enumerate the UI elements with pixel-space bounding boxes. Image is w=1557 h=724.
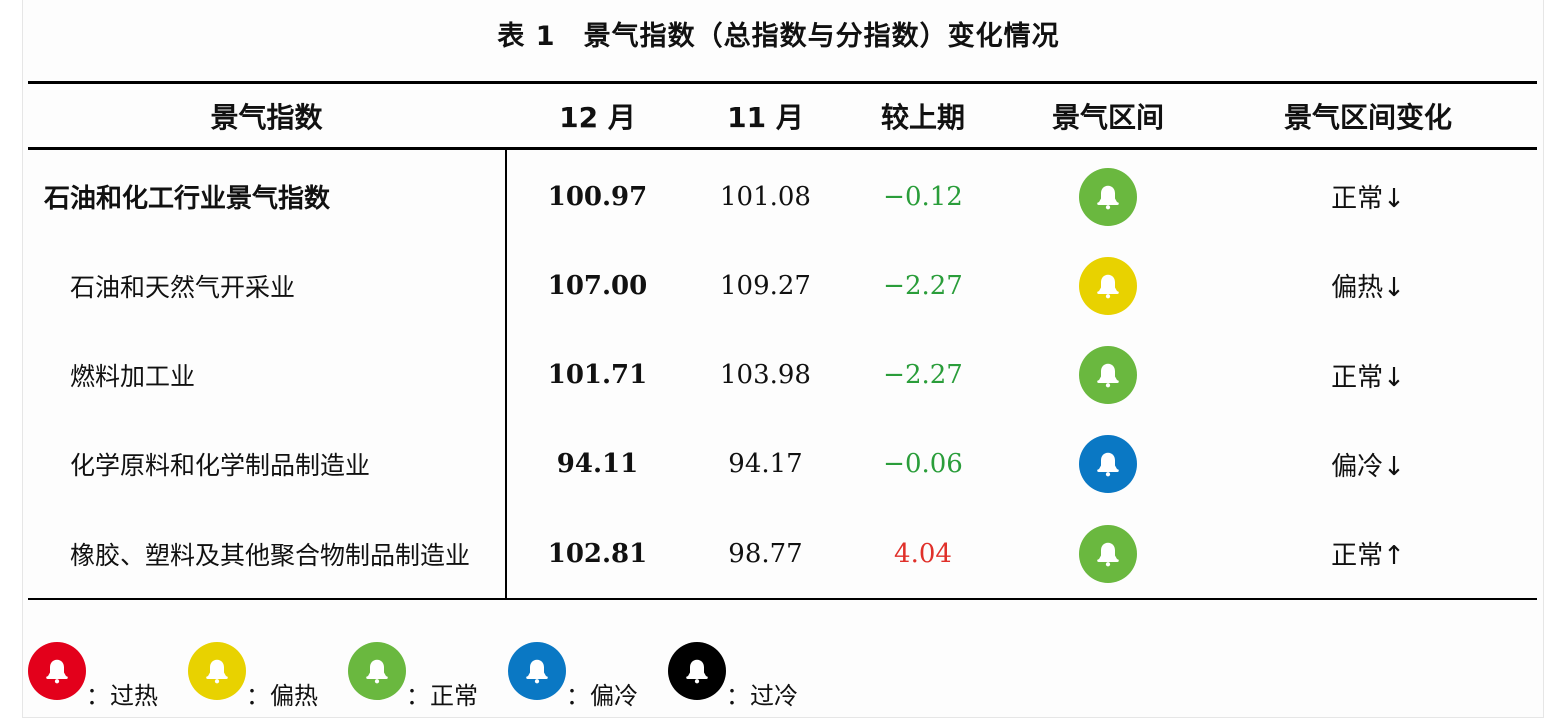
row-dec-value: 94.11 bbox=[556, 449, 639, 480]
row-name: 石油和化工行业景气指数 bbox=[44, 184, 331, 214]
row-dec-value: 102.81 bbox=[547, 538, 648, 569]
table-row: 石油和天然气开采业 107.00 109.27 −2.27 偏热↓ bbox=[28, 241, 1537, 330]
row-change-value: −0.06 bbox=[883, 449, 963, 480]
header-change: 较上期 bbox=[880, 100, 965, 134]
header-dec: 12 月 bbox=[559, 100, 636, 134]
row-range-bell bbox=[1058, 420, 1158, 509]
bell-icon bbox=[1079, 524, 1137, 583]
row-nov-value: 98.77 bbox=[728, 538, 803, 569]
row-range-change: 正常↓ bbox=[1331, 184, 1405, 214]
row-range-bell bbox=[1058, 152, 1158, 241]
row-range-bell bbox=[1058, 241, 1158, 330]
row-range-bell bbox=[1058, 509, 1158, 598]
row-range-bell bbox=[1058, 331, 1158, 420]
row-range-change: 正常↓ bbox=[1331, 362, 1405, 393]
row-name: 化学原料和化学制品制造业 bbox=[70, 451, 371, 481]
legend: ：过热 ：偏热 ：正常 ：偏冷 ：过冷 bbox=[28, 640, 928, 710]
table-header-rule bbox=[28, 147, 1537, 150]
bell-icon bbox=[508, 642, 566, 700]
bell-icon bbox=[1079, 167, 1137, 226]
caption-title: 景气指数（总指数与分指数）变化情况 bbox=[583, 21, 1060, 52]
table-top-rule bbox=[28, 81, 1537, 84]
row-change-value: 4.04 bbox=[894, 538, 952, 569]
row-name: 橡胶、塑料及其他聚合物制品制造业 bbox=[70, 540, 471, 570]
table-row: 橡胶、塑料及其他聚合物制品制造业 102.81 98.77 4.04 正常↑ bbox=[28, 509, 1537, 598]
bell-icon bbox=[1079, 346, 1137, 405]
bell-icon bbox=[1079, 435, 1137, 494]
row-nov-value: 94.17 bbox=[728, 449, 803, 480]
legend-label: ：偏冷 bbox=[566, 682, 638, 710]
bell-icon bbox=[1079, 256, 1137, 315]
row-name: 石油和天然气开采业 bbox=[70, 272, 296, 302]
row-range-change: 偏冷↓ bbox=[1331, 451, 1405, 482]
row-range-change: 偏热↓ bbox=[1331, 273, 1405, 304]
bell-icon bbox=[188, 642, 246, 700]
legend-label: ：过热 bbox=[86, 682, 158, 710]
legend-label: ：正常 bbox=[406, 682, 478, 710]
row-dec-value: 100.97 bbox=[547, 181, 648, 212]
bell-icon bbox=[668, 642, 726, 700]
legend-label: ：偏热 bbox=[246, 682, 318, 710]
legend-label: ：过冷 bbox=[726, 682, 798, 710]
row-nov-value: 103.98 bbox=[720, 360, 811, 391]
header-range-change: 景气区间变化 bbox=[1283, 100, 1452, 134]
table-row: 化学原料和化学制品制造业 94.11 94.17 −0.06 偏冷↓ bbox=[28, 420, 1537, 509]
table-caption: 表 1 景气指数（总指数与分指数）变化情况 bbox=[0, 14, 1557, 53]
bell-icon bbox=[28, 642, 86, 700]
row-name: 燃料加工业 bbox=[70, 362, 196, 392]
row-nov-value: 101.08 bbox=[720, 181, 811, 212]
row-change-value: −2.27 bbox=[883, 270, 963, 301]
row-nov-value: 109.27 bbox=[720, 270, 811, 301]
table-bottom-rule bbox=[28, 598, 1537, 600]
row-dec-value: 101.71 bbox=[547, 360, 648, 391]
row-range-change: 正常↑ bbox=[1331, 541, 1405, 572]
table-row: 燃料加工业 101.71 103.98 −2.27 正常↓ bbox=[28, 331, 1537, 420]
row-dec-value: 107.00 bbox=[547, 270, 648, 301]
row-change-value: −0.12 bbox=[883, 181, 963, 212]
table-column-divider bbox=[505, 150, 507, 599]
bell-icon bbox=[348, 642, 406, 700]
caption-number: 表 1 bbox=[497, 21, 556, 52]
header-nov: 11 月 bbox=[727, 100, 804, 134]
row-change-value: −2.27 bbox=[883, 360, 963, 391]
header-index: 景气指数 bbox=[210, 100, 323, 134]
table-row: 石油和化工行业景气指数 100.97 101.08 −0.12 正常↓ bbox=[28, 152, 1537, 241]
header-range: 景气区间 bbox=[1051, 100, 1164, 134]
